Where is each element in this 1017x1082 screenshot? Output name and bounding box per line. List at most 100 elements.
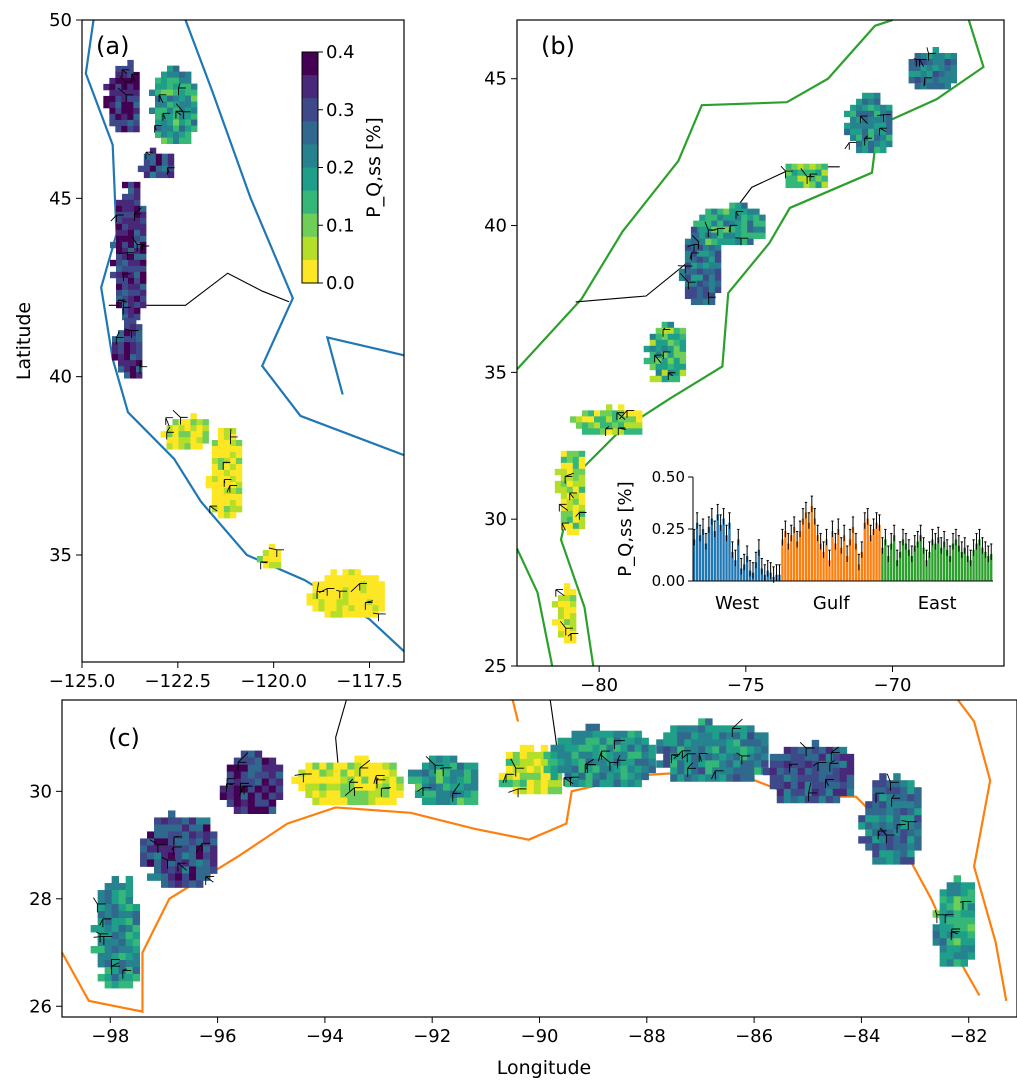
- grid-cell: [690, 232, 698, 240]
- grid-cell: [557, 595, 565, 602]
- grid-cell: [698, 718, 706, 726]
- grid-cell: [569, 631, 577, 638]
- grid-cell: [330, 611, 337, 618]
- grid-cell: [627, 737, 635, 746]
- grid-cell: [375, 790, 383, 798]
- grid-cell: [747, 208, 754, 216]
- grid-cell: [560, 516, 568, 524]
- river-line: [373, 775, 385, 784]
- river-line: [788, 763, 798, 773]
- grid-cell: [223, 463, 231, 471]
- grid-cell: [178, 437, 185, 444]
- grid-cell: [124, 372, 131, 379]
- grid-cell: [569, 625, 577, 632]
- grid-cell: [599, 779, 607, 788]
- grid-cell: [673, 345, 681, 353]
- grid-cell: [125, 974, 134, 982]
- grid-cell: [90, 946, 99, 954]
- grid-cell: [576, 422, 583, 429]
- grid-cell: [223, 469, 231, 477]
- grid-cell: [944, 76, 951, 84]
- grid-cell: [754, 746, 762, 754]
- grid-cell: [233, 757, 242, 765]
- grid-cell: [136, 354, 143, 361]
- grid-cell: [324, 593, 331, 600]
- grid-cell: [636, 422, 643, 429]
- grid-cell: [235, 475, 243, 483]
- grid-cell: [128, 199, 135, 207]
- grid-cell: [953, 931, 962, 939]
- grid-cell: [449, 783, 458, 791]
- grid-cell: [785, 163, 792, 171]
- grid-cell: [832, 788, 841, 797]
- grid-cell: [551, 601, 559, 608]
- grid-cell: [967, 896, 976, 904]
- grid-cell: [274, 562, 282, 569]
- grid-cell: [428, 755, 437, 763]
- grid-cell: [154, 866, 162, 874]
- grid-cell: [182, 831, 190, 839]
- grid-cell: [886, 850, 894, 858]
- grid-cell: [578, 516, 586, 524]
- river-line: [673, 750, 691, 760]
- grid-cell: [907, 822, 915, 830]
- grid-cell: [874, 110, 881, 118]
- grid-cell: [154, 852, 162, 860]
- grid-cell: [196, 817, 204, 825]
- grid-cell: [618, 428, 625, 435]
- grid-cell: [128, 265, 135, 273]
- inset-group-label: West: [715, 593, 759, 614]
- river-line: [605, 426, 613, 437]
- grid-cell: [702, 298, 710, 306]
- grid-cell: [104, 932, 113, 940]
- inset-bar: [990, 553, 993, 581]
- grid-cell: [960, 952, 969, 960]
- grid-cell: [456, 762, 465, 770]
- grid-cell: [347, 790, 355, 798]
- grid-cell: [161, 845, 169, 853]
- grid-cell: [656, 739, 664, 747]
- river-line: [864, 135, 872, 146]
- grid-cell: [618, 410, 625, 417]
- grid-cell: [693, 220, 700, 228]
- grid-cell: [173, 125, 180, 132]
- river-line: [780, 165, 793, 179]
- grid-cell: [191, 89, 198, 96]
- grid-cell: [361, 769, 369, 777]
- grid-cell: [797, 169, 804, 177]
- grid-cell: [182, 838, 190, 846]
- river-line: [877, 830, 887, 840]
- grid-cell: [185, 131, 192, 138]
- grid-cell: [211, 463, 219, 471]
- grid-cell: [636, 428, 643, 435]
- panel-b-frame: [516, 19, 1005, 667]
- grid-cell: [679, 351, 687, 359]
- grid-cell: [699, 232, 706, 240]
- watershed-cells: [205, 427, 243, 519]
- grid-cell: [893, 801, 901, 809]
- watershed-cells: [908, 46, 957, 90]
- grid-cell: [185, 101, 192, 108]
- grid-cell: [179, 77, 186, 84]
- grid-cell: [862, 128, 869, 136]
- grid-cell: [396, 783, 404, 791]
- grid-cell: [324, 611, 331, 618]
- grid-cell: [543, 751, 551, 760]
- grid-cell: [161, 131, 168, 138]
- grid-cell: [856, 110, 863, 118]
- inset-bar: [981, 547, 984, 581]
- grid-cell: [960, 882, 969, 890]
- grid-cell: [832, 781, 841, 790]
- river-line: [122, 968, 132, 979]
- grid-cell: [900, 808, 908, 816]
- grid-cell: [783, 774, 792, 783]
- grid-cell: [564, 751, 572, 760]
- grid-cell: [612, 422, 619, 429]
- panel-c-x-tick-label: −86: [735, 1026, 773, 1047]
- grid-cell: [240, 750, 249, 758]
- grid-cell: [566, 480, 574, 488]
- grid-cell: [155, 119, 162, 126]
- grid-cell: [140, 217, 147, 225]
- grid-cell: [247, 792, 256, 800]
- grid-cell: [143, 153, 151, 161]
